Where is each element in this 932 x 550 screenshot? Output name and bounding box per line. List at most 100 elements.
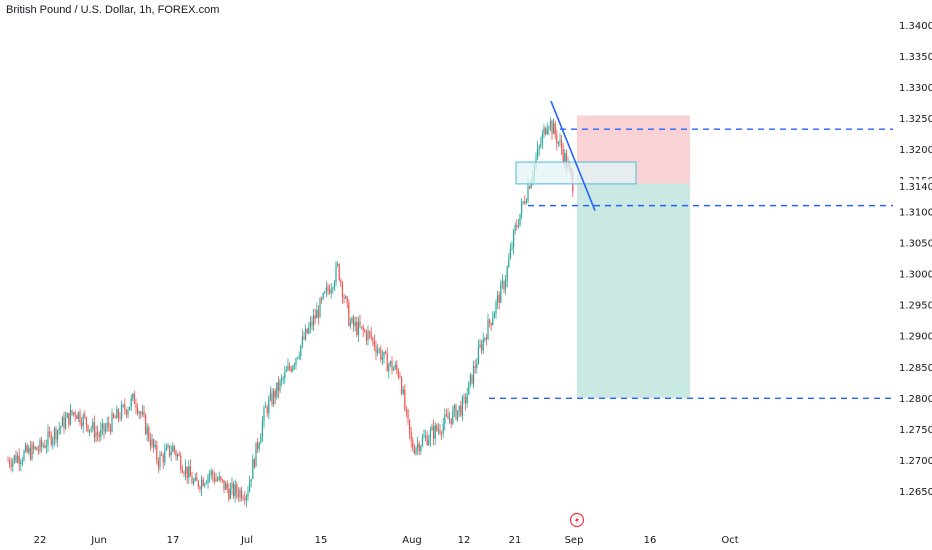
candle-body: [60, 426, 62, 429]
time-axis: 22 Jun 17 Jul 15 Aug 12 21 Sep 16 Oct: [34, 512, 739, 546]
candle-body: [109, 426, 111, 432]
candle-body: [561, 140, 563, 150]
candle-body: [210, 471, 212, 474]
candle-body: [303, 336, 305, 340]
candle-body: [325, 287, 327, 292]
candle-body: [244, 498, 246, 501]
candle-body: [409, 419, 411, 433]
candle-body: [354, 322, 356, 326]
candle-body: [394, 364, 396, 369]
candle-body: [509, 248, 511, 259]
candle-body: [151, 439, 153, 446]
candle-body: [289, 365, 291, 369]
candle-body: [386, 353, 388, 372]
candle-body: [471, 374, 473, 384]
candle-body: [434, 425, 436, 439]
price-axis: 1.340001.335001.330001.325001.320001.315…: [894, 21, 932, 498]
candle-body: [74, 412, 76, 416]
candle-body: [305, 328, 307, 340]
candle-body: [292, 366, 294, 371]
candle-body: [101, 423, 103, 429]
candle-body: [378, 349, 380, 351]
candle-body: [12, 460, 14, 467]
candle-body: [209, 473, 211, 477]
candle-body: [399, 376, 401, 378]
candle-body: [337, 264, 339, 266]
candle-body: [239, 490, 241, 498]
last-price-badge: [894, 179, 932, 194]
candle-body: [49, 431, 51, 434]
candle-body: [141, 411, 143, 415]
candle-body: [393, 368, 395, 371]
candle-body: [138, 412, 140, 414]
time-tick-label: 17: [167, 535, 180, 546]
candle-body: [333, 282, 335, 288]
candle-body: [420, 445, 422, 452]
candle-body: [485, 337, 487, 340]
candle-body: [122, 404, 124, 406]
candle-body: [132, 393, 134, 399]
candle-body: [18, 455, 20, 464]
candle-body: [44, 445, 46, 448]
candle-body: [321, 298, 323, 300]
candle-body: [21, 460, 23, 463]
candle-body: [460, 405, 462, 416]
candle-body: [370, 332, 372, 339]
chart-title: British Pound / U.S. Dollar, 1h, FOREX.c…: [6, 4, 220, 16]
candle-body: [293, 364, 295, 367]
candle-body: [106, 422, 108, 428]
time-tick-label: 22: [34, 535, 47, 546]
candle-body: [55, 428, 57, 440]
candle-body: [65, 418, 67, 429]
candle-body: [50, 433, 52, 445]
candle-body: [501, 281, 503, 284]
candle-body: [482, 339, 484, 351]
candle-body: [383, 351, 385, 358]
candle-body: [133, 393, 135, 404]
candle-body: [417, 443, 419, 448]
candle-body: [338, 264, 340, 280]
candle-body: [260, 436, 262, 444]
candle-body: [282, 378, 284, 379]
candle-body: [433, 426, 435, 439]
candle-body: [36, 447, 38, 451]
candle-body: [506, 267, 508, 282]
candle-body: [389, 361, 391, 365]
candle-body: [257, 442, 259, 449]
candle-body: [127, 409, 129, 415]
candle-body: [476, 363, 478, 369]
price-tick-label: 1.28000: [899, 394, 932, 405]
candle-body: [223, 480, 225, 490]
candle-body: [125, 410, 127, 415]
candle-body: [90, 428, 92, 430]
candle-body: [514, 225, 516, 231]
candle-body: [546, 129, 548, 135]
candle-body: [34, 447, 36, 449]
candle-body: [153, 439, 155, 448]
candle-body: [461, 397, 463, 416]
candle-body: [511, 247, 513, 249]
candle-body: [437, 429, 439, 431]
candle-body: [113, 413, 115, 418]
candle-body: [103, 423, 105, 432]
candle-body: [489, 319, 491, 323]
candle-body: [212, 471, 214, 477]
candle-body: [234, 484, 236, 497]
candle-body: [85, 417, 87, 426]
candle-body: [548, 127, 550, 130]
candle-body: [421, 437, 423, 446]
time-tick-label: 21: [509, 535, 522, 546]
candle-body: [225, 483, 227, 490]
candle-body: [426, 435, 428, 445]
candle-body: [41, 440, 43, 447]
candle-body: [167, 445, 169, 448]
candle-body: [169, 445, 171, 456]
candle-body: [213, 476, 215, 482]
candle-body: [313, 315, 315, 326]
candle-body: [105, 427, 107, 432]
candle-body: [348, 302, 350, 326]
candle-body: [308, 327, 310, 334]
candle-body: [124, 404, 126, 411]
candle-body: [149, 439, 151, 446]
